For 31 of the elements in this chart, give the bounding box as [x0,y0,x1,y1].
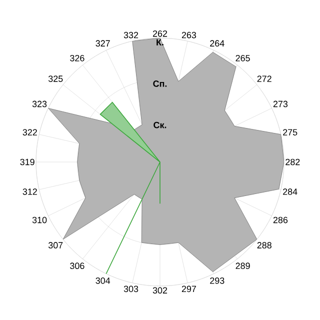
spoke-label: 288 [257,242,272,248]
spoke-label: 262 [152,30,168,37]
spoke-label: 282 [286,158,300,166]
spoke-label: 289 [236,262,250,270]
spoke-label: 310 [32,216,47,224]
spoke-label: 306 [70,262,84,270]
spoke-label: 273 [273,100,288,108]
spoke-label: 265 [236,54,250,62]
spoke-label: 303 [124,286,138,292]
spoke-label: 322 [22,129,37,136]
spoke-label: 332 [124,32,138,38]
y-tick-label: Сп. [153,80,167,87]
spoke-label: 264 [210,40,224,47]
spoke-label: 304 [96,277,110,284]
spoke-label: 293 [210,277,224,284]
spoke-label: 297 [182,286,196,292]
y-tick-label: К. [156,39,164,46]
spoke-label: 263 [182,32,196,38]
spoke-label: 325 [48,76,63,82]
spoke-label: 275 [283,129,298,136]
spoke-label: 327 [96,40,110,47]
spoke-label: 312 [22,188,37,195]
spoke-label: 307 [48,242,63,248]
spoke-label: 286 [273,216,288,224]
spoke-label: 326 [70,54,84,62]
spoke-label: 319 [20,158,34,166]
spoke-label: 272 [257,76,272,82]
spoke-label: 323 [32,100,47,108]
spoke-label: 302 [152,287,168,294]
y-tick-label: Ск. [154,122,166,128]
spoke-label: 284 [283,188,298,195]
